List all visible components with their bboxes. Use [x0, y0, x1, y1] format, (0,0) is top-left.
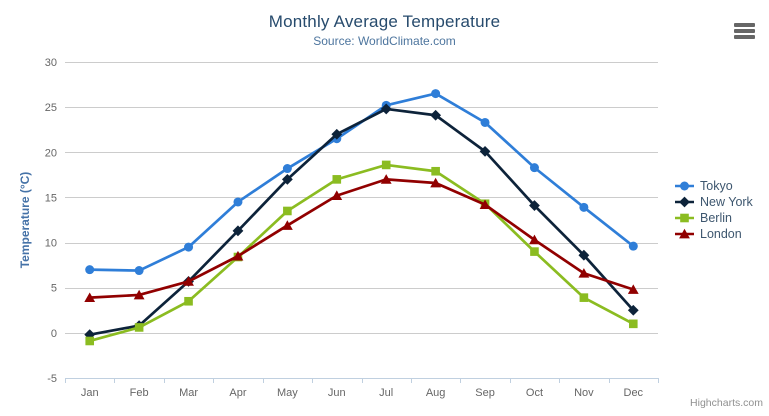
- svg-text:30: 30: [45, 57, 57, 69]
- legend-label: New York: [700, 195, 753, 209]
- svg-text:25: 25: [45, 102, 57, 114]
- legend: Tokyo New York Berlin London: [674, 178, 753, 242]
- triangle-marker-icon: [675, 228, 694, 239]
- svg-text:Feb: Feb: [130, 387, 149, 399]
- svg-text:15: 15: [45, 192, 57, 204]
- svg-text:5: 5: [51, 283, 57, 295]
- legend-label: London: [700, 227, 742, 241]
- svg-text:Jan: Jan: [81, 387, 99, 399]
- svg-text:Dec: Dec: [624, 387, 644, 399]
- menu-bar-icon: [734, 23, 755, 27]
- svg-text:May: May: [277, 387, 298, 399]
- svg-text:Jul: Jul: [379, 387, 393, 399]
- svg-text:-5: -5: [47, 373, 57, 385]
- diamond-marker-icon: [675, 196, 694, 208]
- legend-label: Berlin: [700, 211, 732, 225]
- chart-title: Monthly Average Temperature: [268, 12, 501, 31]
- legend-item-tokyo[interactable]: Tokyo: [674, 178, 753, 194]
- svg-text:0: 0: [51, 328, 57, 340]
- menu-bar-icon: [734, 35, 755, 39]
- y-axis-title: Temperature (°C): [18, 171, 32, 269]
- legend-label: Tokyo: [700, 179, 733, 193]
- chart-subtitle: Source: WorldClimate.com: [313, 34, 456, 48]
- menu-bar-icon: [734, 29, 755, 33]
- legend-item-berlin[interactable]: Berlin: [674, 210, 753, 226]
- svg-text:Sep: Sep: [475, 387, 495, 399]
- svg-text:Jun: Jun: [328, 387, 346, 399]
- svg-text:Mar: Mar: [179, 387, 198, 399]
- legend-item-london[interactable]: London: [674, 226, 753, 242]
- square-marker-icon: [675, 213, 694, 223]
- svg-text:20: 20: [45, 147, 57, 159]
- legend-item-new-york[interactable]: New York: [674, 194, 753, 210]
- credits-link[interactable]: Highcharts.com: [690, 397, 763, 409]
- svg-text:Apr: Apr: [229, 387, 246, 399]
- svg-text:Oct: Oct: [526, 387, 543, 399]
- context-menu-button[interactable]: [732, 21, 757, 41]
- svg-text:Nov: Nov: [574, 387, 594, 399]
- svg-text:Aug: Aug: [426, 387, 446, 399]
- svg-text:10: 10: [45, 238, 57, 250]
- circle-marker-icon: [675, 181, 694, 191]
